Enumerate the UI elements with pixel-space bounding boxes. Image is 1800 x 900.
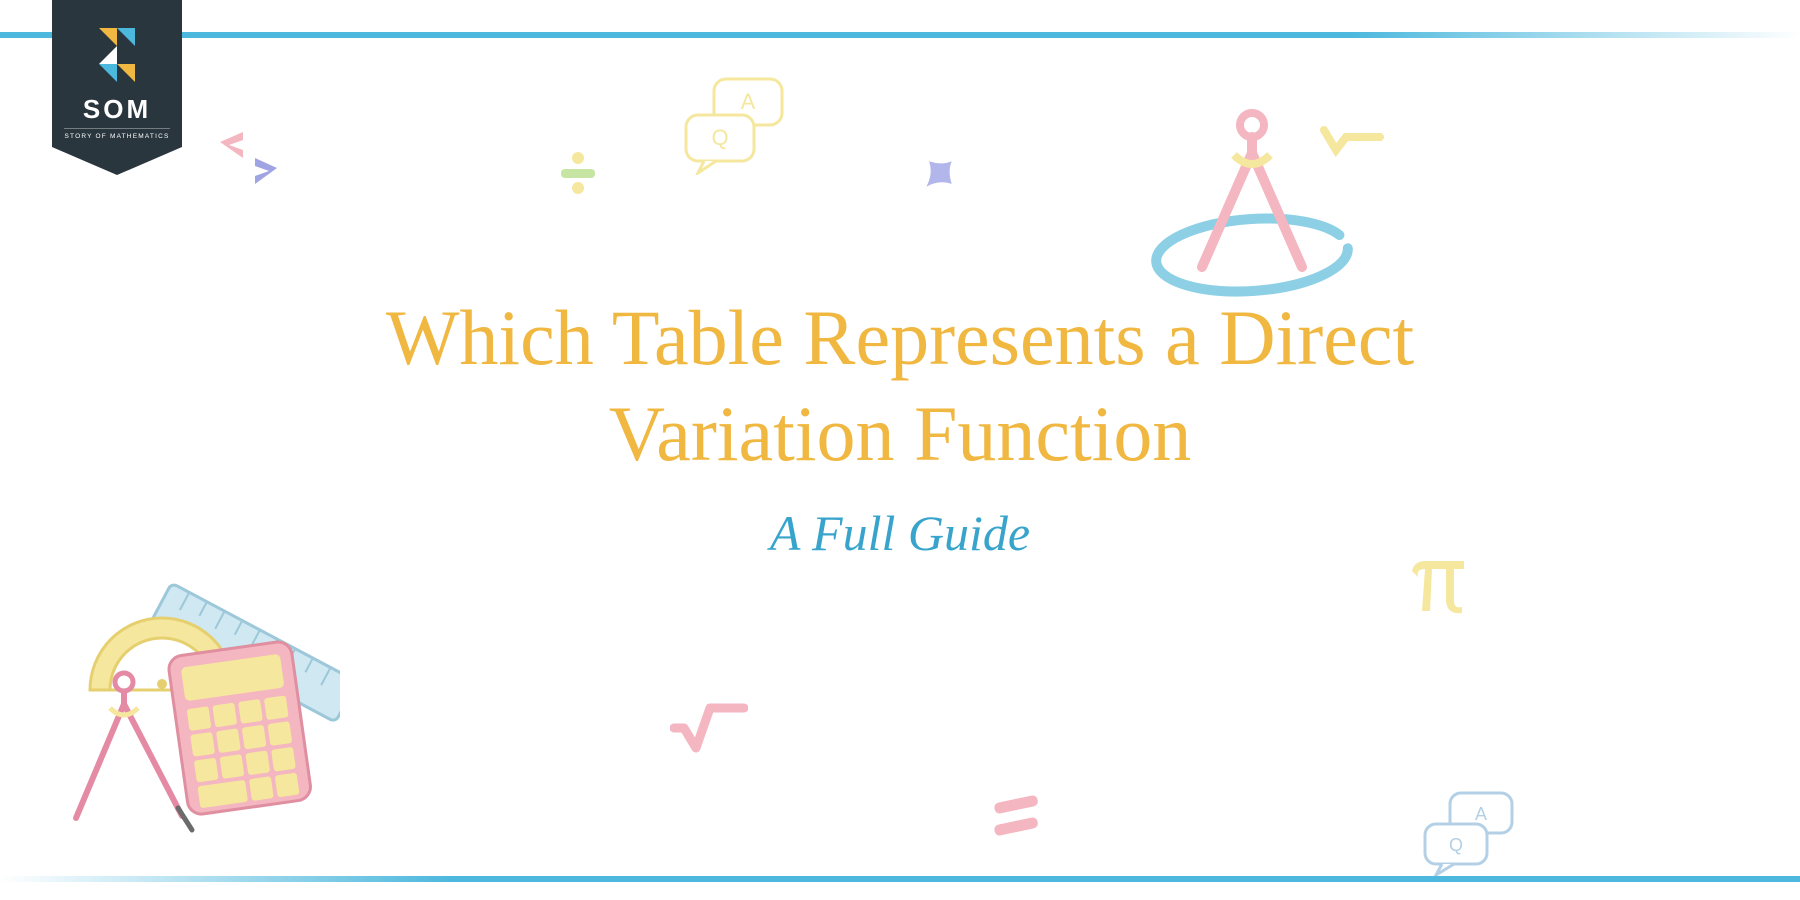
svg-text:Q: Q	[711, 125, 728, 150]
qa-bubble-icon: A Q	[680, 75, 790, 180]
logo-tagline: STORY OF MATHEMATICS	[64, 128, 169, 140]
divide-icon	[555, 150, 601, 201]
title-block: Which Table Represents a Direct Variatio…	[0, 290, 1800, 562]
logo-badge: SOM STORY OF MATHEMATICS	[52, 0, 182, 175]
pi-icon	[1408, 555, 1470, 620]
multiply-icon	[915, 150, 963, 203]
svg-text:A: A	[741, 89, 756, 114]
svg-text:A: A	[1475, 804, 1487, 824]
svg-text:Q: Q	[1449, 835, 1463, 855]
sqrt-icon	[670, 700, 748, 759]
title-line-2: Variation Function	[609, 390, 1192, 477]
equals-icon	[990, 795, 1042, 842]
logo-name: SOM	[83, 94, 151, 125]
calc-tools-icon	[60, 560, 340, 845]
top-border-bar	[0, 32, 1800, 38]
subtitle: A Full Guide	[0, 504, 1800, 562]
main-title: Which Table Represents a Direct Variatio…	[0, 290, 1800, 482]
compass-icon	[1124, 95, 1384, 310]
lt-gt-icon	[215, 130, 285, 190]
qa-bubble-icon-2: A Q	[1420, 790, 1520, 881]
bottom-border-bar	[0, 876, 1800, 882]
logo-mark-icon	[88, 28, 146, 86]
